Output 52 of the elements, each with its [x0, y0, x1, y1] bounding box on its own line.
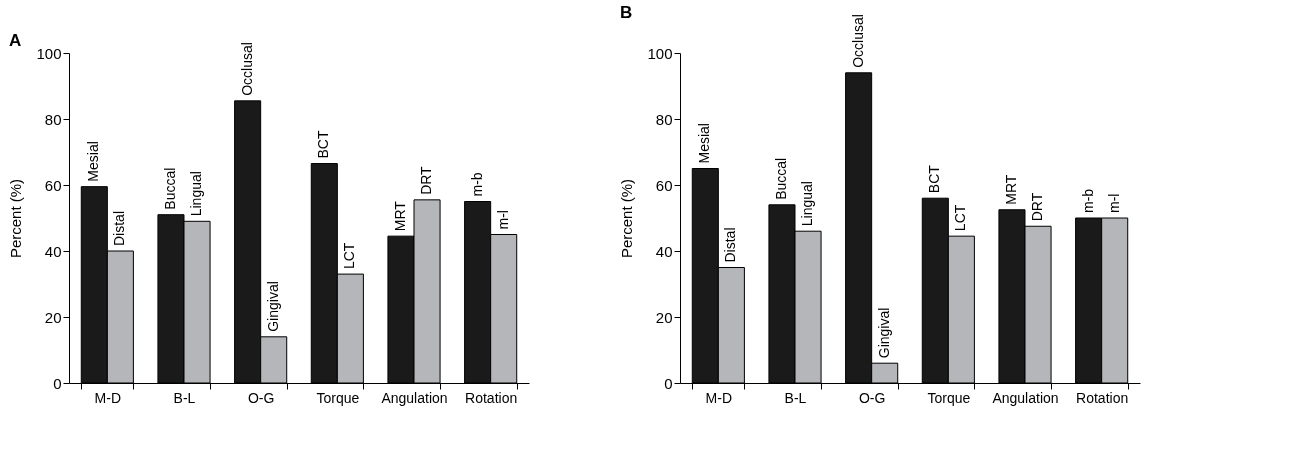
x-tick-label: Torque [316, 389, 360, 406]
data-label: Mesial [85, 141, 102, 182]
y-tick-label: 0 [664, 374, 673, 392]
data-label: Buccal [772, 157, 789, 200]
data-label: DRT [1029, 192, 1046, 222]
y-axis-title: Percent (%) [7, 178, 25, 259]
y-tick-label: 20 [44, 308, 62, 326]
y-tick-label: 80 [44, 110, 62, 128]
y-axis-title: Percent (%) [618, 178, 636, 259]
data-label: BCT [315, 130, 332, 159]
data-label: Lingual [188, 171, 205, 217]
x-tick-label: Rotation [1076, 389, 1129, 406]
data-label: BCT [926, 164, 943, 194]
data-label: LCT [952, 204, 969, 232]
data-label: Buccal [161, 167, 178, 210]
x-tick-label: B-L [784, 389, 807, 406]
y-tick-label: 100 [36, 44, 62, 62]
y-tick-label: 40 [655, 242, 673, 260]
data-label: MRT [1002, 174, 1019, 205]
data-label: MRT [391, 200, 408, 232]
data-label: Lingual [799, 181, 816, 227]
y-tick-label: 20 [655, 308, 673, 326]
y-tick-label: 60 [44, 176, 62, 194]
x-tick-label: O-G [247, 389, 275, 406]
data-label: Mesial [696, 123, 713, 164]
data-label: LCT [341, 242, 358, 270]
data-label: Gingival [264, 281, 281, 332]
x-tick-label: O-G [858, 389, 886, 406]
data-label: m-l [1105, 193, 1122, 213]
chart-title: B [619, 3, 633, 23]
data-label: m-b [468, 172, 485, 197]
data-label: Distal [111, 210, 128, 246]
y-tick-label: 60 [655, 176, 673, 194]
y-tick-label: 0 [53, 374, 62, 392]
y-tick-label: 80 [655, 110, 673, 128]
y-tick-label: 100 [647, 44, 673, 62]
x-tick-label: Angulation [381, 389, 448, 406]
data-label: Occlusal [849, 14, 866, 68]
data-label: Occlusal [238, 42, 255, 96]
x-tick-label: Rotation [465, 389, 518, 406]
x-tick-label: Angulation [992, 389, 1059, 406]
data-label: Gingival [875, 307, 892, 359]
data-label: DRT [418, 165, 435, 195]
x-tick-label: M-D [94, 389, 122, 406]
data-label: m-l [494, 210, 511, 230]
data-label: Distal [722, 227, 739, 263]
x-tick-label: M-D [705, 389, 733, 406]
x-tick-label: B-L [173, 389, 196, 406]
x-tick-label: Torque [927, 389, 971, 406]
data-label: m-b [1079, 188, 1096, 213]
y-tick-label: 40 [44, 242, 62, 260]
chart-title: A [8, 31, 22, 51]
